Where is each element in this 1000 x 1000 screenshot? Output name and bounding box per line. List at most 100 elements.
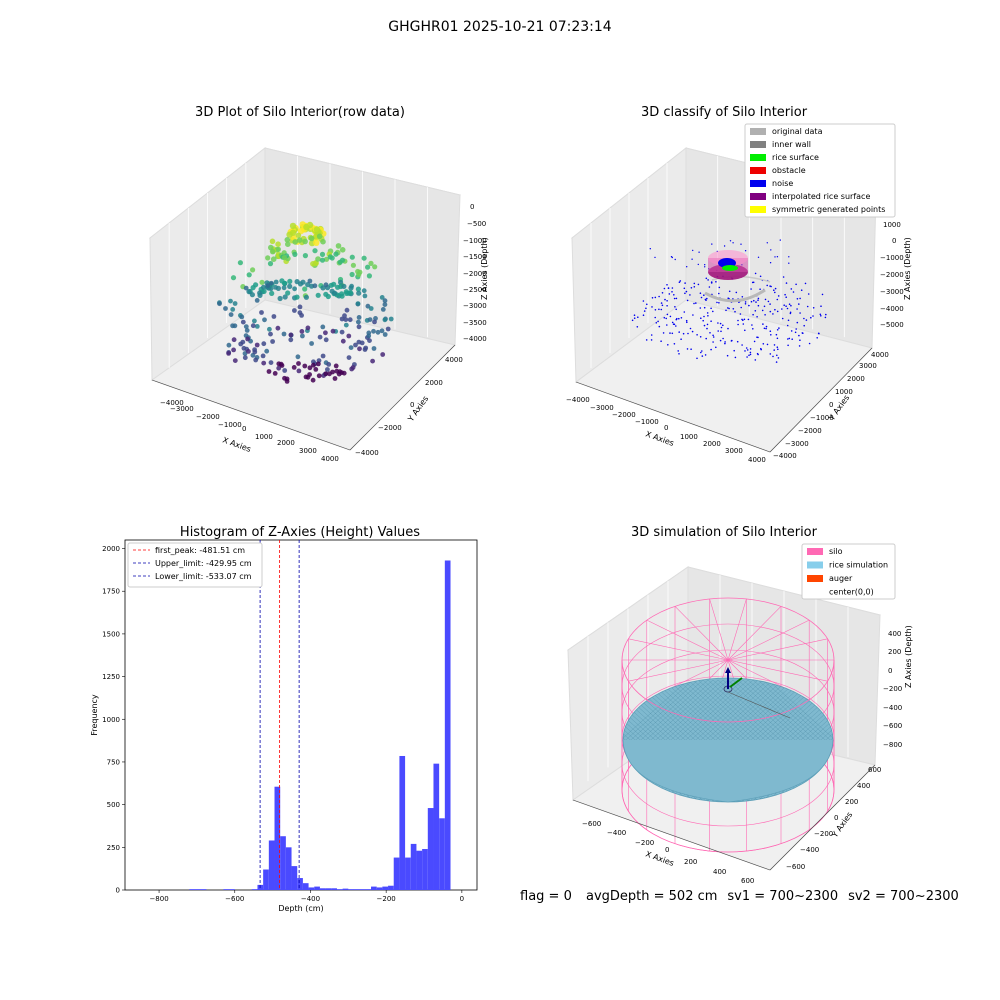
noise-point — [671, 287, 674, 289]
raw-point — [375, 329, 381, 335]
raw-point — [319, 257, 326, 263]
hist-bar — [223, 889, 230, 890]
sim-ytick: 400 — [857, 782, 870, 790]
noise-point — [693, 282, 696, 285]
noise-point — [724, 342, 726, 345]
noise-point — [753, 299, 755, 302]
noise-point — [697, 263, 699, 266]
raw-ytick: −2000 — [378, 424, 402, 432]
sv1-text: sv1 = 700~2300 — [727, 889, 839, 904]
noise-point — [733, 349, 735, 352]
noise-point — [806, 305, 809, 308]
noise-point — [725, 309, 727, 312]
legend-swatch — [807, 575, 823, 582]
noise-point — [674, 258, 676, 261]
hist-bar — [291, 866, 298, 890]
legend-label: rice simulation — [829, 561, 888, 570]
noise-point — [808, 342, 811, 345]
hist-bar — [405, 857, 411, 890]
raw-point — [323, 371, 329, 377]
panel-raw-3d: 3D Plot of Silo Interior(row data) −4000… — [148, 105, 489, 463]
noise-point — [726, 354, 729, 357]
raw-point — [241, 345, 247, 351]
raw-point — [346, 355, 352, 360]
noise-point — [737, 319, 739, 322]
rice-mesh-line — [623, 679, 689, 802]
raw-point — [333, 363, 339, 369]
raw-point — [302, 286, 308, 292]
noise-point — [702, 319, 704, 322]
noise-point — [705, 299, 707, 302]
noise-point — [686, 299, 689, 302]
raw-point — [250, 323, 256, 329]
raw-point — [368, 260, 374, 266]
silo-roof-wire — [628, 638, 729, 661]
silo-roof-wire — [727, 659, 828, 682]
raw-point — [309, 341, 314, 346]
noise-point — [633, 317, 636, 320]
raw-point — [270, 256, 277, 263]
hist-bar — [336, 889, 343, 890]
raw-point — [296, 237, 303, 243]
legend-swatch — [807, 548, 823, 555]
noise-point — [692, 249, 694, 252]
raw-point — [336, 371, 342, 377]
raw-point — [343, 317, 349, 322]
sim-rice-front — [622, 739, 834, 803]
raw-point — [333, 251, 339, 257]
raw-point — [367, 338, 372, 343]
cls-ztick: 0 — [892, 237, 896, 245]
noise-point — [788, 256, 790, 258]
sv2-text: sv2 = 700~2300 — [848, 889, 959, 904]
hist-bar — [280, 836, 286, 890]
raw-point — [315, 256, 321, 262]
noise-point — [669, 332, 671, 334]
raw-point — [231, 347, 237, 353]
raw-point — [346, 333, 352, 339]
noise-point — [684, 282, 686, 284]
noise-point — [769, 303, 771, 305]
avg-depth-text: avgDepth = 502 cm — [585, 889, 718, 904]
raw-point — [338, 279, 344, 285]
raw-point — [281, 285, 287, 291]
hist-bar — [319, 888, 326, 890]
raw-point — [385, 326, 391, 332]
noise-point — [664, 298, 666, 301]
noise-point — [748, 304, 750, 307]
noise-point — [675, 308, 677, 311]
noise-point — [649, 248, 651, 250]
noise-point — [661, 292, 664, 294]
hist-xtick-label: −400 — [301, 895, 320, 903]
raw-point — [320, 353, 326, 359]
noise-point — [696, 357, 698, 360]
noise-point — [741, 318, 743, 321]
raw-point — [356, 339, 362, 345]
noise-point — [754, 310, 757, 312]
raw-point — [312, 248, 318, 254]
raw-y-axis — [349, 344, 456, 451]
noise-point — [772, 355, 774, 358]
raw-point — [228, 312, 234, 317]
cls-x-axis — [575, 381, 771, 453]
sim-ztick: 0 — [888, 667, 892, 675]
noise-point — [674, 306, 676, 308]
hist-bar — [388, 885, 394, 890]
legend-swatch — [750, 167, 766, 174]
raw-point — [281, 255, 287, 261]
noise-point — [722, 324, 724, 327]
noise-point — [788, 303, 791, 306]
raw-point — [265, 255, 271, 261]
hist-bar — [251, 889, 258, 890]
raw-point — [287, 283, 293, 289]
classify-rice-surface — [722, 265, 738, 271]
noise-point — [784, 293, 786, 296]
raw-point — [252, 347, 257, 353]
noise-point — [710, 307, 712, 310]
noise-point — [787, 338, 789, 340]
raw-point — [243, 285, 249, 291]
raw-point — [288, 332, 294, 338]
raw-point — [316, 361, 321, 367]
raw-point — [323, 330, 328, 336]
noise-point — [764, 314, 766, 316]
noise-point — [775, 361, 778, 363]
